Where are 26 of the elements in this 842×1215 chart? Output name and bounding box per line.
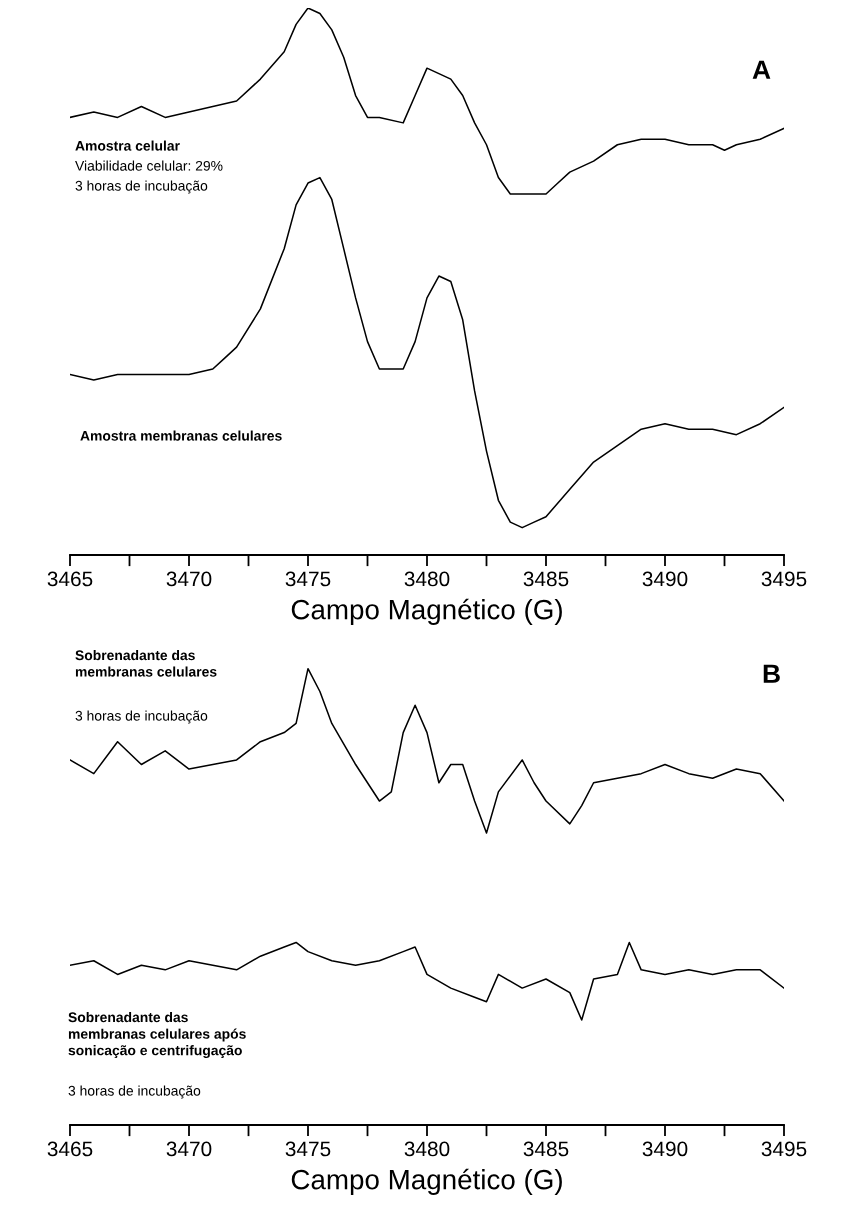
annotation: Sobrenadante das membranas celulares (75, 650, 217, 677)
annotation: B (763, 664, 780, 683)
x-tick-label: 3475 (285, 571, 331, 587)
annotation: Sobrenadante das membranas celulares após sonicação e centrifugação (68, 1012, 246, 1059)
x-tick-label: 3485 (523, 571, 569, 587)
x-tick-label: 3475 (285, 1141, 331, 1157)
x-tick-label: 3480 (404, 1141, 450, 1157)
annotation: Amostra celular (75, 140, 180, 151)
x-tick-label: 3495 (761, 571, 807, 587)
x-tick-label: 3465 (47, 1141, 93, 1157)
annotation: 3 horas de incubação (75, 710, 208, 724)
annotation: 3 horas de incubação (75, 180, 208, 194)
annotation: Viabilidade celular: 29% (75, 160, 223, 171)
x-axis-title: Campo Magnético (G) (291, 598, 562, 625)
x-tick-label: 3490 (642, 571, 688, 587)
x-tick-label: 3490 (642, 1141, 688, 1157)
x-tick-label: 3480 (404, 571, 450, 587)
x-axis-title: Campo Magnético (G) (291, 1168, 562, 1195)
annotation: 3 horas de incubação (68, 1085, 201, 1099)
x-tick-label: 3485 (523, 1141, 569, 1157)
annotation: Amostra membranas celulares (80, 430, 282, 441)
annotation: A (752, 60, 771, 79)
x-tick-label: 3495 (761, 1141, 807, 1157)
x-tick-label: 3465 (47, 571, 93, 587)
x-tick-label: 3470 (166, 571, 212, 587)
x-tick-label: 3470 (166, 1141, 212, 1157)
